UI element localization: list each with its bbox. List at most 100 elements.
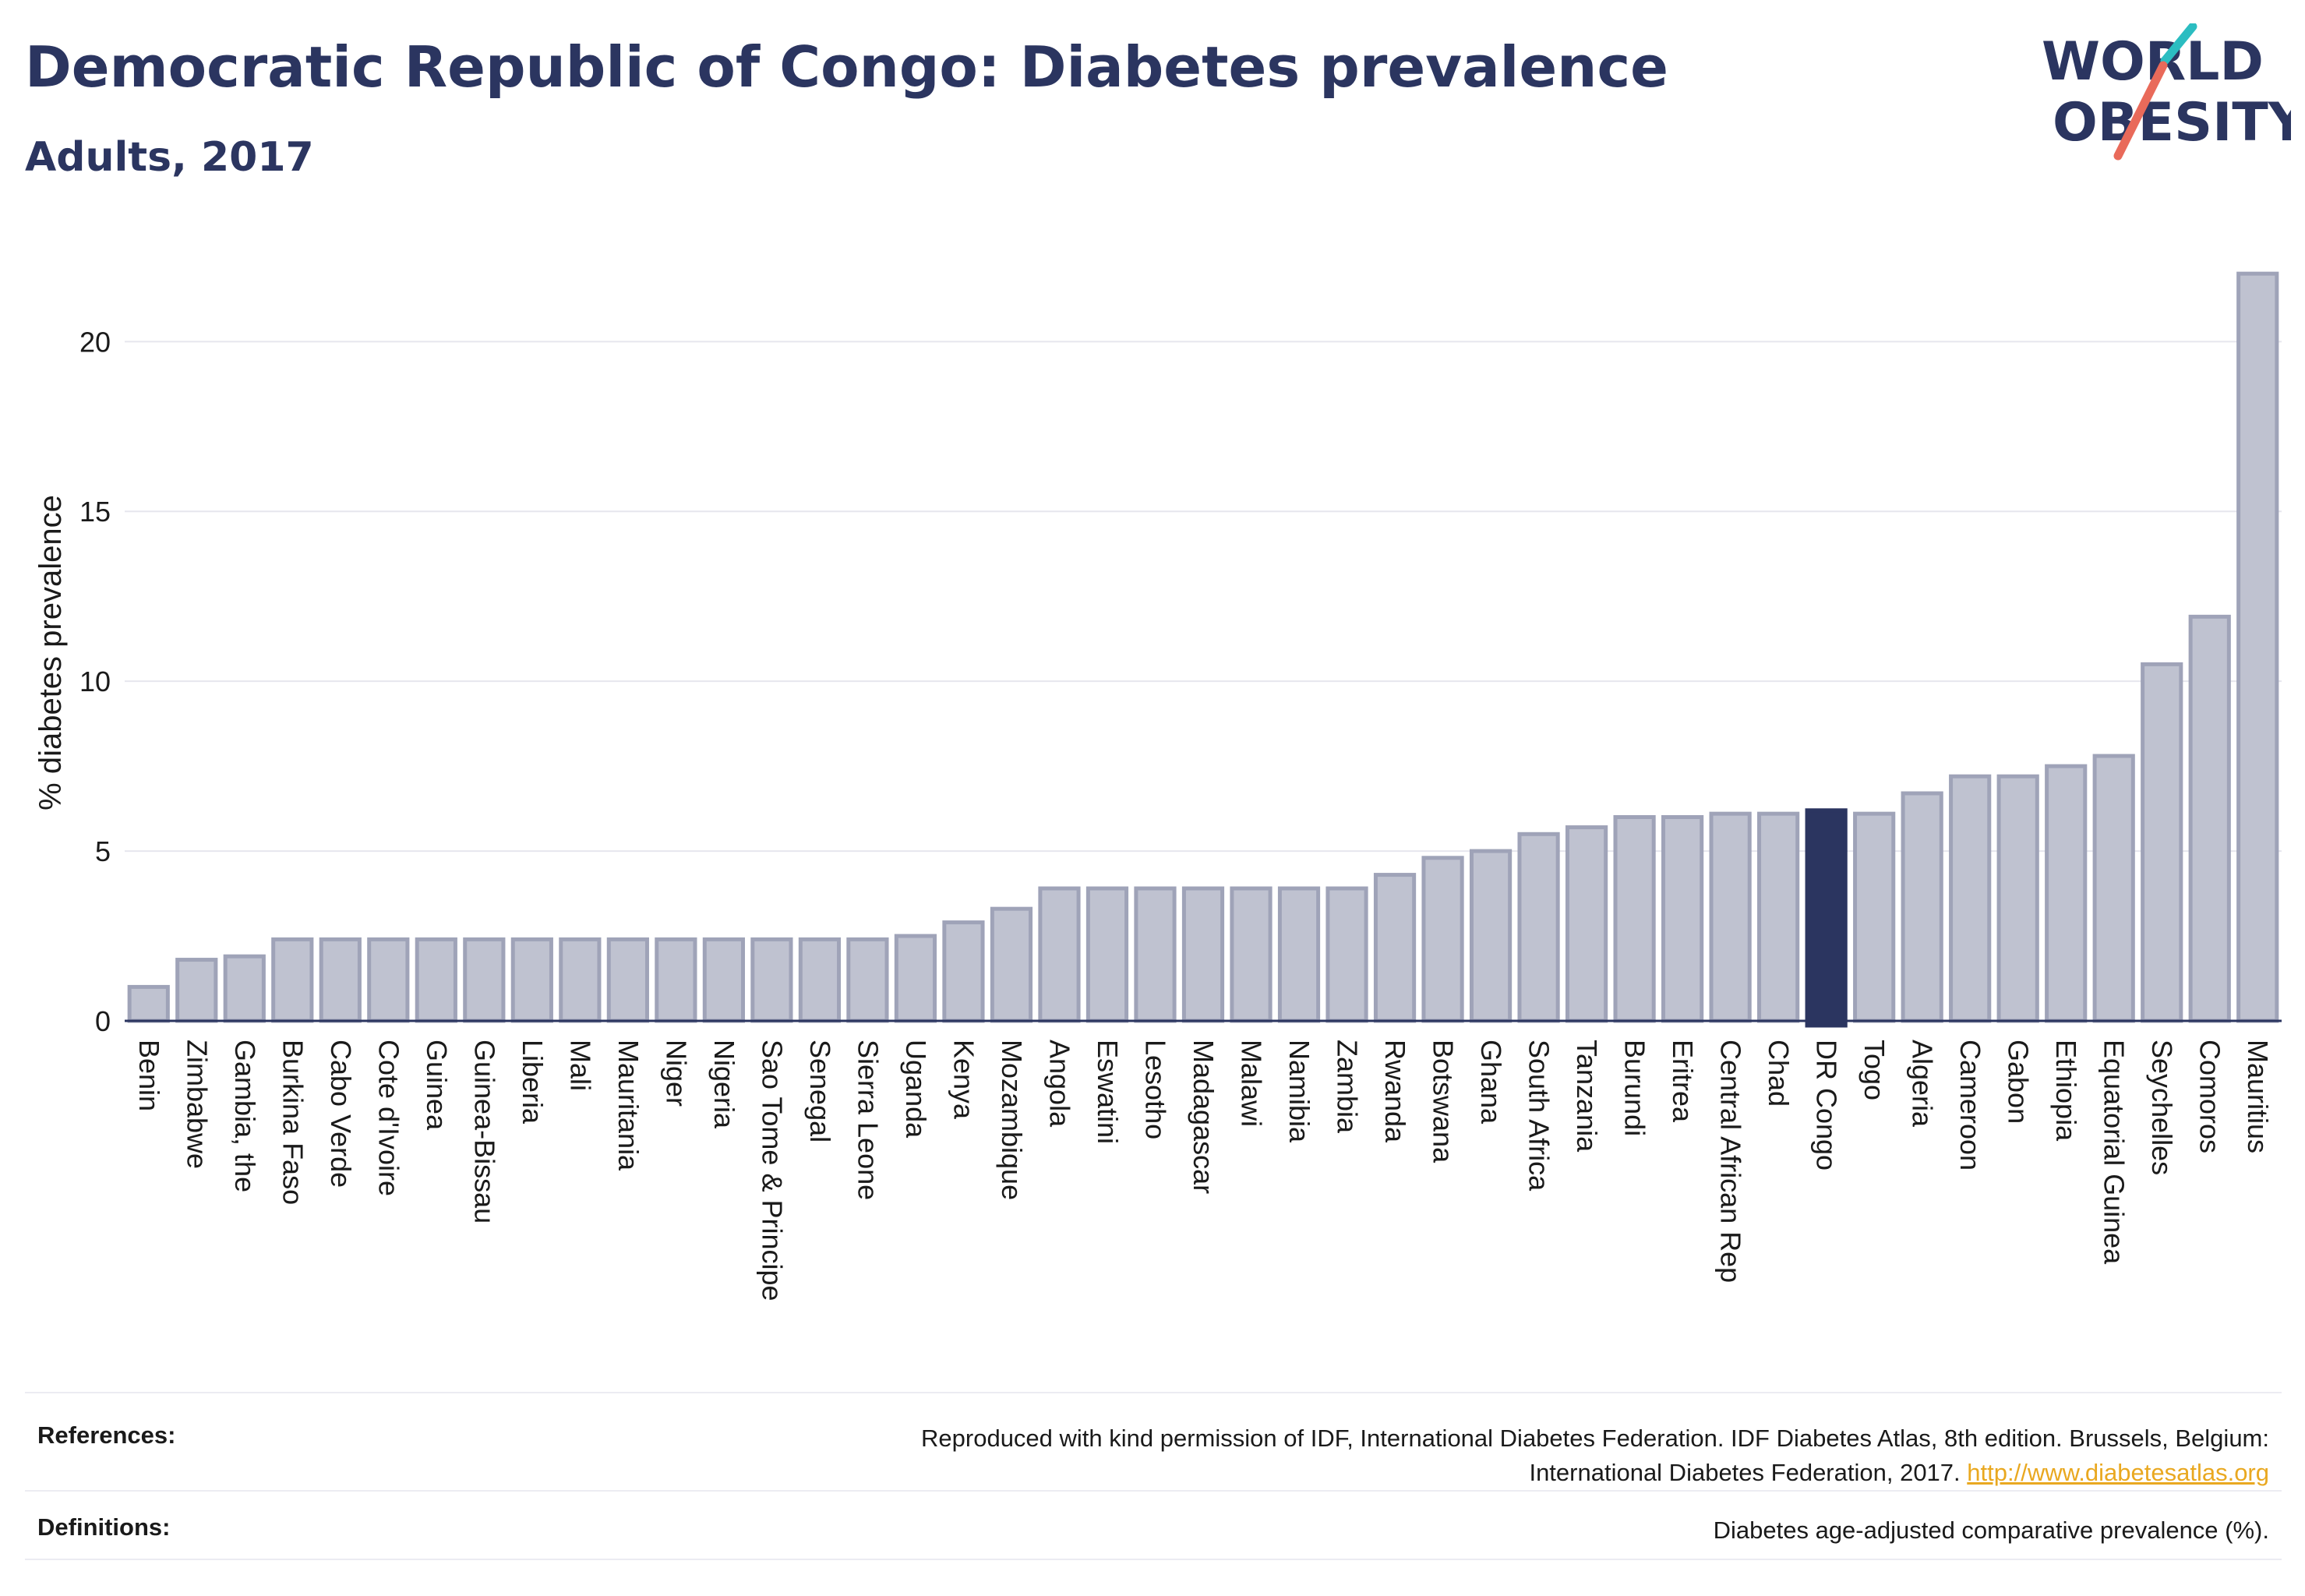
bar-algeria[interactable]	[1901, 791, 1943, 1023]
bar-seychelles[interactable]	[2141, 662, 2183, 1023]
x-tick-label: Equatorial Guinea	[2099, 1040, 2130, 1265]
x-tick-label: Cabo Verde	[325, 1040, 357, 1188]
x-tick-label: Sierra Leone	[852, 1040, 884, 1200]
x-tick-label: Eritrea	[1667, 1040, 1699, 1123]
x-tick-label: Tanzania	[1571, 1040, 1603, 1153]
bar-madagascar[interactable]	[1181, 886, 1225, 1023]
x-tick-label: Ethiopia	[2050, 1040, 2082, 1142]
definitions-text: Diabetes age-adjusted comparative preval…	[1713, 1517, 2269, 1544]
bar-chad[interactable]	[1757, 811, 1800, 1023]
x-tick-label: Angola	[1043, 1040, 1075, 1128]
bar-mauritania[interactable]	[606, 937, 649, 1023]
definitions-row: Definitions: Diabetes age-adjusted compa…	[25, 1490, 2282, 1560]
x-tick-label: Nigeria	[708, 1040, 740, 1129]
x-tick-label: Central African Rep	[1715, 1040, 1747, 1283]
bar-central-african-rep[interactable]	[1709, 811, 1752, 1023]
x-tick-labels: Benin Zimbabwe Gambia, the Burkina Faso Cabo…	[133, 1040, 2274, 1301]
bar-mozambique[interactable]	[990, 906, 1033, 1023]
bar-burundi[interactable]	[1613, 814, 1656, 1023]
x-tick-label: Benin	[133, 1040, 165, 1111]
x-tick-label: Mauritania	[612, 1040, 644, 1171]
bar-mauritius[interactable]	[2236, 271, 2279, 1023]
y-tick-labels: 0 5 10 15 20	[79, 326, 111, 1037]
x-tick-label: Botswana	[1428, 1040, 1460, 1163]
world-obesity-logo: WORLD OBESITY	[2042, 23, 2291, 161]
bar-benin[interactable]	[127, 984, 170, 1023]
y-tick-label: 20	[79, 326, 111, 358]
bar-kenya[interactable]	[942, 920, 985, 1023]
x-tick-label: Liberia	[517, 1040, 549, 1125]
x-tick-label: South Africa	[1523, 1040, 1555, 1192]
bar-zambia[interactable]	[1325, 886, 1368, 1023]
x-tick-label: Lesotho	[1139, 1040, 1171, 1139]
bar-sao-tome-principe[interactable]	[750, 937, 793, 1023]
bar-dr-congo[interactable]	[1805, 808, 1848, 1028]
y-tick-label: 5	[95, 835, 111, 867]
bar-liberia[interactable]	[510, 937, 553, 1023]
x-tick-label: Burkina Faso	[277, 1040, 309, 1205]
bar-ghana[interactable]	[1469, 849, 1513, 1023]
x-tick-label: DR Congo	[1811, 1040, 1843, 1171]
bar-cameroon[interactable]	[1949, 774, 1992, 1023]
x-tick-label: Madagascar	[1188, 1040, 1220, 1194]
bar-mali[interactable]	[559, 937, 602, 1023]
bar-uganda[interactable]	[894, 934, 937, 1023]
bar-zimbabwe[interactable]	[175, 958, 218, 1023]
x-tick-label: Kenya	[948, 1040, 980, 1120]
diabetes-atlas-link[interactable]: http://www.diabetesatlas.org	[1967, 1459, 2269, 1486]
bar-burkina-faso[interactable]	[271, 937, 314, 1023]
y-tick-label: 0	[95, 1005, 111, 1037]
bar-gabon[interactable]	[1996, 774, 2039, 1023]
x-tick-label: Rwanda	[1379, 1040, 1411, 1143]
x-tick-label: Seychelles	[2146, 1040, 2178, 1175]
x-tick-label: Mozambique	[996, 1040, 1028, 1200]
references-line-2: International Diabetes Federation, 2017.…	[921, 1456, 2269, 1490]
bar-botswana[interactable]	[1421, 856, 1464, 1023]
bar-cabo-verde[interactable]	[319, 937, 362, 1023]
y-tick-label: 15	[79, 496, 111, 528]
bar-guinea-bissau[interactable]	[463, 937, 506, 1023]
x-tick-label: Chad	[1763, 1040, 1795, 1107]
bar-eritrea[interactable]	[1661, 814, 1704, 1023]
bar-angola[interactable]	[1038, 886, 1081, 1023]
x-tick-label: Eswatini	[1092, 1040, 1124, 1144]
references-row: References: Reproduced with kind permiss…	[25, 1415, 2282, 1487]
chart-title: Democratic Republic of Congo: Diabetes p…	[25, 34, 1668, 100]
bar-niger[interactable]	[655, 937, 697, 1023]
bar-senegal[interactable]	[798, 937, 842, 1023]
bar-equatorial-guinea[interactable]	[2092, 754, 2135, 1023]
x-tick-label: Cote d'Ivoire	[372, 1040, 404, 1196]
x-tick-label: Zimbabwe	[181, 1040, 213, 1169]
x-tick-label: Malawi	[1236, 1040, 1268, 1127]
x-tick-label: Uganda	[900, 1040, 932, 1139]
bar-eswatini[interactable]	[1085, 886, 1129, 1023]
x-tick-label: Mali	[564, 1040, 596, 1091]
bar-guinea[interactable]	[415, 937, 457, 1023]
footer-notes: References: Reproduced with kind permiss…	[25, 1392, 2282, 1560]
y-axis-label: % diabetes prevalence	[34, 495, 68, 810]
bar-namibia[interactable]	[1277, 886, 1321, 1023]
x-tick-label: Sao Tome & Principe	[756, 1040, 788, 1301]
bar-south-africa[interactable]	[1517, 832, 1560, 1023]
bar-malawi[interactable]	[1230, 886, 1273, 1023]
x-tick-label: Gambia, the	[229, 1040, 261, 1192]
bar-ethiopia[interactable]	[2045, 764, 2088, 1023]
x-tick-label: Cameroon	[1954, 1040, 1986, 1171]
references-line-1: Reproduced with kind permission of IDF, …	[921, 1425, 2269, 1452]
bar-nigeria[interactable]	[702, 937, 745, 1023]
y-tick-label: 10	[79, 666, 111, 697]
bar-chart: 0 5 10 15 20 Benin Zimbabwe Gambia, the Burkina…	[34, 271, 2282, 1301]
bar-cote-d-ivoire[interactable]	[367, 937, 410, 1023]
bar-rwanda[interactable]	[1373, 873, 1417, 1023]
bar-gambia-the[interactable]	[223, 954, 266, 1023]
x-tick-label: Gabon	[2003, 1040, 2035, 1124]
x-tick-label: Mauritius	[2242, 1040, 2274, 1153]
bar-togo[interactable]	[1853, 811, 1896, 1023]
x-tick-label: Comoros	[2194, 1040, 2226, 1153]
bar-tanzania[interactable]	[1565, 825, 1608, 1023]
bar-sierra-leone[interactable]	[846, 937, 889, 1023]
bar-lesotho[interactable]	[1134, 886, 1177, 1023]
x-tick-label: Namibia	[1283, 1040, 1315, 1143]
bar-comoros[interactable]	[2188, 614, 2231, 1023]
x-tick-label: Algeria	[1907, 1040, 1939, 1128]
